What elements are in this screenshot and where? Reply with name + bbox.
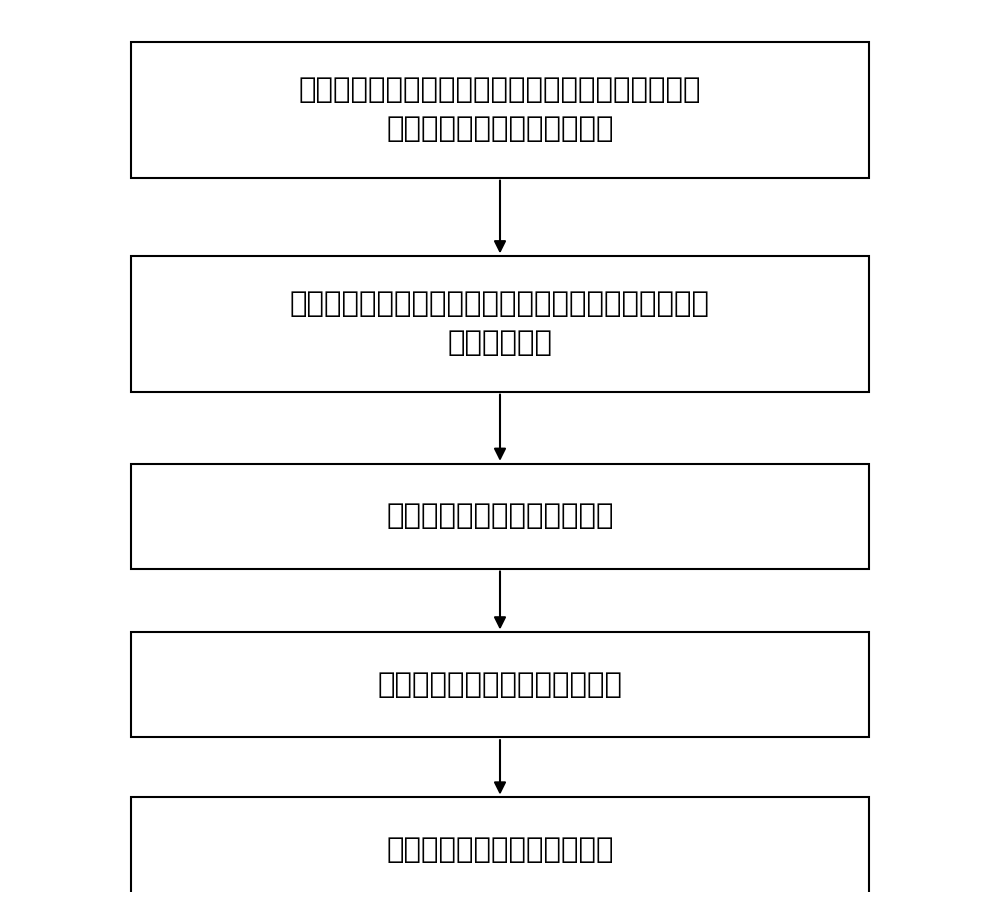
Bar: [131, 42, 869, 177]
Bar: [131, 464, 869, 569]
Text: 在位于折弯机上的折弯机构往复运动过程中，光栅尺
监测折弯机构的实际运动位置: 在位于折弯机上的折弯机构往复运动过程中，光栅尺 监测折弯机构的实际运动位置: [299, 76, 701, 144]
Text: 驱动器根据伺服电机速度调节曲线和实际运动位置驱动
伺服电机转动: 驱动器根据伺服电机速度调节曲线和实际运动位置驱动 伺服电机转动: [290, 290, 710, 358]
Bar: [131, 632, 869, 737]
Bar: [131, 257, 869, 391]
Text: 伺服电机驱动电动液压泵转动: 伺服电机驱动电动液压泵转动: [386, 502, 614, 531]
Text: 液压缸驱动折弯机构往复运动: 液压缸驱动折弯机构往复运动: [386, 836, 614, 864]
Text: 电动液压泵驱动液压缸往复运动: 电动液压泵驱动液压缸往复运动: [378, 671, 622, 699]
Bar: [131, 797, 869, 903]
